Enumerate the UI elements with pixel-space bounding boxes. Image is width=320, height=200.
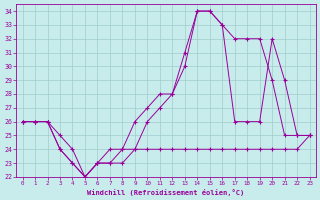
- X-axis label: Windchill (Refroidissement éolien,°C): Windchill (Refroidissement éolien,°C): [87, 189, 245, 196]
